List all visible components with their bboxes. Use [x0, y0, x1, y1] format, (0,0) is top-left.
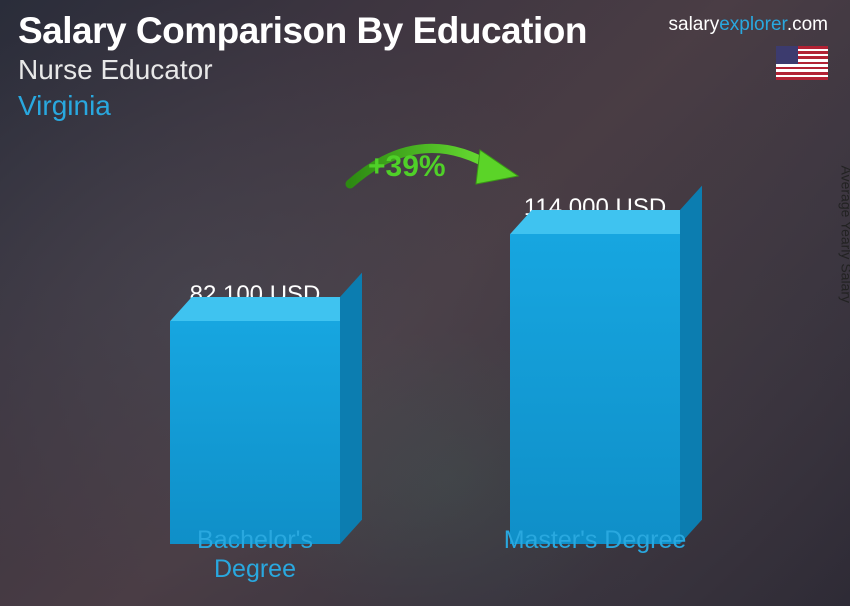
- bars-row: 82,100 USD 114,000 USD: [0, 184, 850, 544]
- brand-part1: salary: [669, 14, 720, 35]
- job-title: Nurse Educator: [18, 54, 832, 86]
- usa-flag-icon: [776, 46, 828, 80]
- brand-part3: .com: [787, 14, 828, 35]
- location-label: Virginia: [18, 90, 832, 122]
- category-label-masters: Master's Degree: [495, 526, 695, 584]
- brand-logo: salaryexplorer.com: [669, 14, 828, 36]
- brand-part2: explorer: [719, 14, 787, 35]
- bar-group-masters: 114,000 USD: [495, 194, 695, 544]
- category-labels: Bachelor's Degree Master's Degree: [0, 526, 850, 584]
- bar-chart: +39% 82,100 USD 114,000 USD Bachelor's D…: [0, 144, 850, 584]
- bar-group-bachelors: 82,100 USD: [155, 281, 355, 544]
- category-label-bachelors: Bachelor's Degree: [155, 526, 355, 584]
- bar-bachelors: [170, 321, 340, 544]
- bar-masters: [510, 234, 680, 544]
- percent-change-badge: +39%: [368, 150, 446, 184]
